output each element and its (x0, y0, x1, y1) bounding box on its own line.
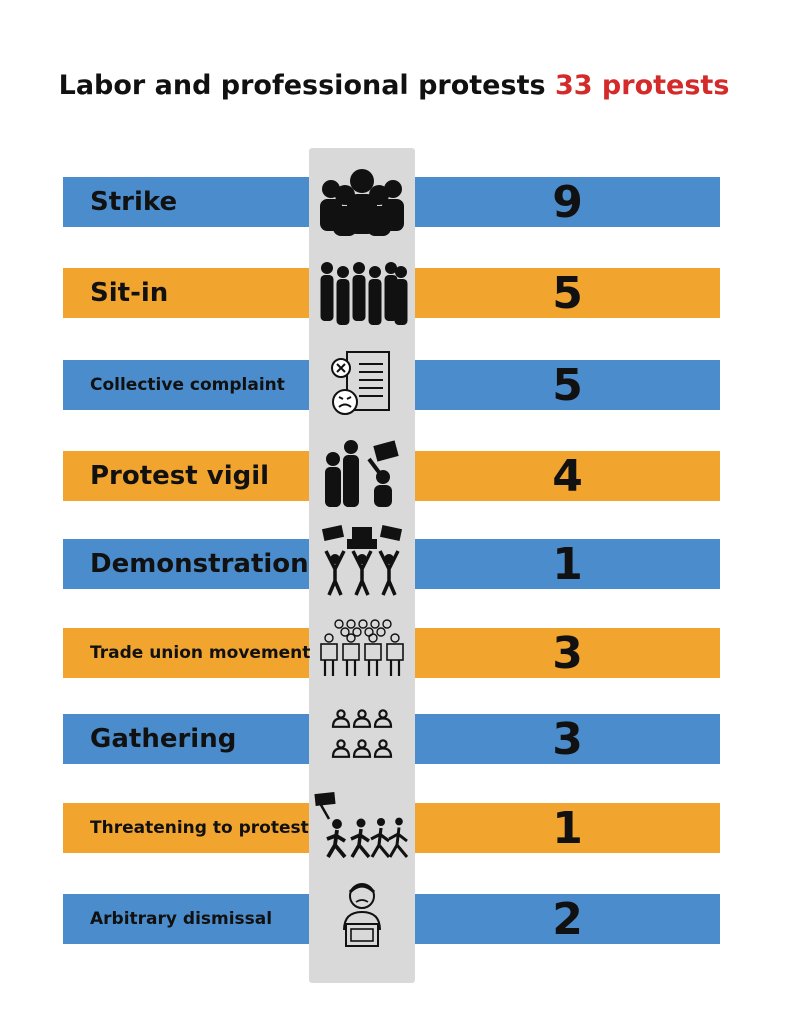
union-group-icon (320, 619, 404, 676)
value-bar (415, 894, 720, 944)
chart-title-text: Labor and professional protests (58, 70, 546, 101)
vigil-group-icon (325, 440, 399, 507)
marching-protest-icon (314, 791, 409, 859)
value-bar (415, 714, 720, 764)
value-label: 1 (552, 802, 583, 854)
chart-row: Trade union movement 3 (63, 627, 720, 679)
value-bar (415, 177, 720, 227)
value-label: 4 (552, 450, 583, 502)
chart-row: Arbitrary dismissal 2 (63, 893, 720, 945)
value-bar (415, 628, 720, 678)
value-label: 1 (552, 538, 583, 590)
value-label: 5 (552, 267, 583, 319)
dismissed-worker-icon (343, 883, 381, 947)
value-bar (415, 539, 720, 589)
chart-row: Threatening to protest 1 (63, 802, 720, 854)
chart-title: Labor and professional protests 33 prote… (0, 70, 788, 101)
category-label: Arbitrary dismissal (63, 894, 309, 944)
chart-row: Demonstration 1 (63, 538, 720, 590)
chart-row: Collective complaint 5 (63, 359, 720, 411)
value-label: 3 (552, 627, 583, 679)
crowd-icon (320, 169, 404, 236)
demonstration-signs-icon (321, 525, 403, 596)
category-label: Gathering (63, 714, 309, 764)
category-label: Demonstration (63, 539, 309, 589)
chart-row: Gathering 3 (63, 713, 720, 765)
total-protests-count: 33 protests (554, 70, 730, 101)
chart-row: Sit-in 5 (63, 267, 720, 319)
category-label: Collective complaint (63, 360, 309, 410)
category-label: Threatening to protest (63, 803, 309, 853)
value-label: 2 (552, 893, 583, 945)
value-label: 5 (552, 359, 583, 411)
value-bar (415, 268, 720, 318)
chart-row: Strike 9 (63, 176, 720, 228)
value-bar (415, 803, 720, 853)
chart-row: Protest vigil 4 (63, 450, 720, 502)
value-label: 9 (552, 176, 583, 228)
value-bar (415, 360, 720, 410)
gathering-people-icon (331, 709, 393, 758)
sit-in-group-icon (320, 262, 408, 325)
value-label: 3 (552, 713, 583, 765)
category-label: Trade union movement (63, 628, 310, 678)
value-bar (415, 451, 720, 501)
category-label: Sit-in (63, 268, 309, 318)
category-label: Strike (63, 177, 309, 227)
complaint-document-icon (331, 351, 390, 415)
category-label: Protest vigil (63, 451, 309, 501)
